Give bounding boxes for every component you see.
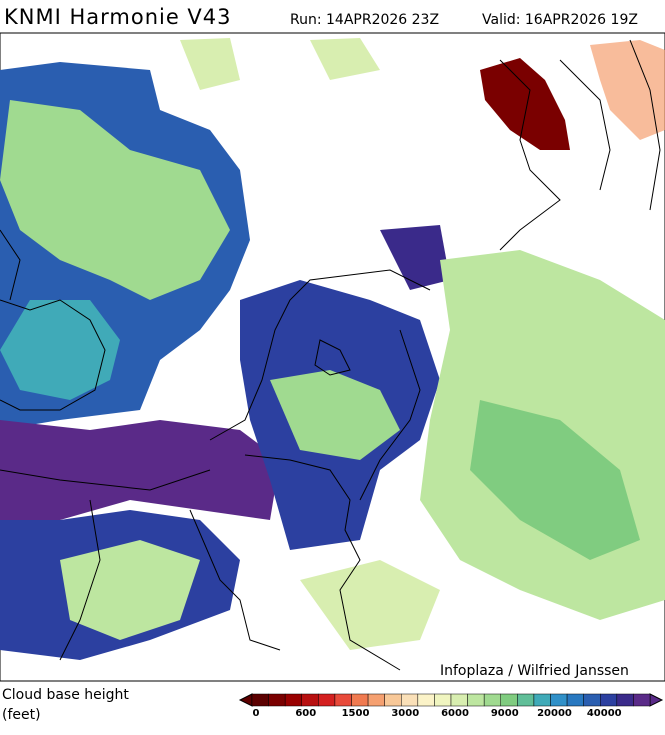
colorbar-swatch (434, 693, 452, 707)
colorbar-swatch (384, 693, 402, 707)
colorbar-swatch (633, 693, 651, 707)
cloud-area (590, 40, 665, 140)
colorbar-tick-label: 40000 (587, 708, 622, 719)
valid-time: Valid: 16APR2026 19Z (482, 12, 638, 28)
colorbar-swatch (566, 693, 584, 707)
colorbar-swatch (550, 693, 568, 707)
colorbar-tick-label: 3000 (391, 708, 419, 719)
cloud-area (480, 58, 570, 150)
colorbar-tick-label: 20000 (537, 708, 572, 719)
colorbar-swatch (351, 693, 369, 707)
colorbar-tick-label: 1500 (342, 708, 370, 719)
borders (0, 39, 661, 671)
cloud-area (470, 400, 640, 560)
colorbar-swatch (483, 693, 501, 707)
cloud-area (300, 560, 440, 650)
map (0, 32, 665, 682)
cloud-area (270, 370, 400, 460)
colorbar: 0 600 1500 3000 6000 9000 20000 40000 (238, 693, 664, 719)
colorbar-swatch (600, 693, 618, 707)
colorbar-swatch (616, 693, 634, 707)
colorbar-swatch (583, 693, 601, 707)
colorbar-swatch (500, 693, 518, 707)
colorbar-swatch (318, 693, 336, 707)
cloud-area (0, 420, 280, 530)
colorbar-tick-label: 0 (253, 708, 260, 719)
run-time: Run: 14APR2026 23Z (290, 12, 439, 28)
colorbar-swatch (284, 693, 302, 707)
colorbar-swatch (467, 693, 485, 707)
colorbar-swatch (268, 693, 286, 707)
legend-unit: (feet) (2, 707, 41, 723)
colorbar-tick-label: 6000 (441, 708, 469, 719)
cloud-area (380, 225, 450, 290)
cloud-area (180, 38, 380, 90)
legend-title: Cloud base height (2, 687, 129, 703)
colorbar-tick-label: 600 (295, 708, 316, 719)
colorbar-swatch (301, 693, 319, 707)
colorbar-tick-label: 9000 (491, 708, 519, 719)
colorbar-swatch (401, 693, 419, 707)
colorbar-swatch (251, 693, 269, 707)
colorbar-swatch (367, 693, 385, 707)
colorbar-swatch (417, 693, 435, 707)
cloud-area (0, 300, 120, 400)
credit: Infoplaza / Wilfried Janssen (440, 663, 629, 679)
cloud-area (60, 540, 200, 640)
colorbar-swatch (450, 693, 468, 707)
colorbar-swatch (533, 693, 551, 707)
colorbar-swatch (517, 693, 535, 707)
title: KNMI Harmonie V43 (4, 5, 232, 29)
colorbar-swatch (334, 693, 352, 707)
cloud-area (0, 100, 230, 300)
